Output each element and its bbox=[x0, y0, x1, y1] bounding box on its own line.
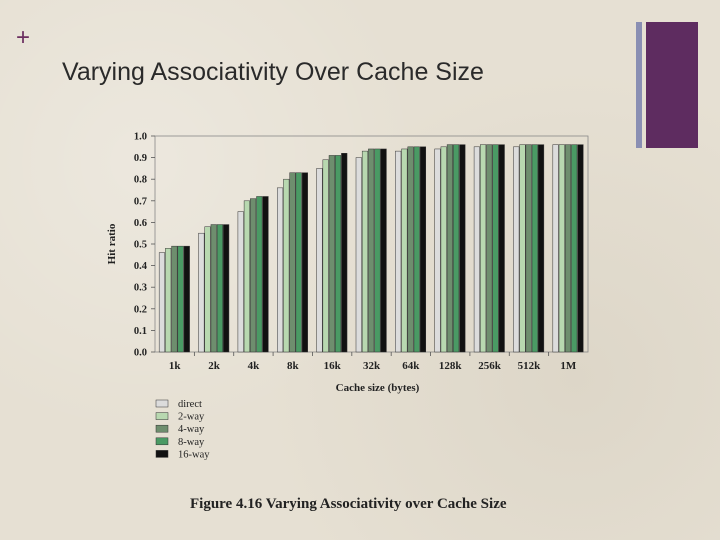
x-tick-label-256k: 256k bbox=[478, 360, 502, 372]
y-tick-label: 0.0 bbox=[134, 348, 147, 359]
y-tick-label: 0.1 bbox=[134, 326, 147, 337]
bar-2-way-4k bbox=[243, 200, 250, 353]
legend-label-direct: direct bbox=[178, 399, 202, 410]
bar-2-way-256k bbox=[480, 144, 487, 353]
bar-direct-256k bbox=[473, 146, 480, 353]
y-tick-label: 0.4 bbox=[134, 261, 148, 272]
bar-2-way-16k bbox=[322, 159, 329, 353]
bar-4-way-256k bbox=[486, 144, 493, 353]
legend-label-16-way: 16-way bbox=[178, 449, 210, 460]
bar-8-way-512k bbox=[531, 144, 538, 353]
figure-caption: Figure 4.16 Varying Associativity over C… bbox=[190, 496, 507, 512]
y-axis-label: Hit ratio bbox=[106, 223, 118, 264]
x-tick-label-1k: 1k bbox=[169, 360, 182, 372]
legend-label-2-way: 2-way bbox=[178, 412, 205, 423]
legend-swatch-16-way bbox=[155, 450, 169, 458]
bar-direct-4k bbox=[237, 211, 244, 353]
legend-swatch-direct bbox=[155, 399, 169, 408]
bar-8-way-4k bbox=[256, 196, 263, 353]
x-tick-label-2k: 2k bbox=[208, 360, 221, 372]
bar-direct-2k bbox=[198, 232, 205, 353]
bar-16-way-8k bbox=[301, 172, 308, 353]
y-tick-label: 0.5 bbox=[134, 240, 147, 251]
bar-4-way-1M bbox=[564, 144, 572, 353]
bar-16-way-64k bbox=[419, 146, 427, 353]
y-tick-label: 0.7 bbox=[134, 196, 147, 207]
bar-4-way-32k bbox=[368, 148, 375, 353]
bar-direct-16k bbox=[316, 168, 323, 353]
x-tick-label-32k: 32k bbox=[363, 360, 381, 372]
bar-8-way-2k bbox=[216, 224, 223, 353]
bar-16-way-4k bbox=[262, 196, 269, 353]
bar-4-way-64k bbox=[407, 146, 414, 353]
y-tick-label: 0.3 bbox=[134, 283, 147, 294]
bar-8-way-128k bbox=[453, 144, 460, 353]
legend-swatch-4-way bbox=[155, 424, 169, 433]
bar-8-way-32k bbox=[374, 148, 381, 353]
bar-4-way-512k bbox=[525, 144, 532, 353]
bar-8-way-1k bbox=[177, 245, 184, 353]
bar-direct-1k bbox=[158, 252, 166, 353]
accent-bar-thin bbox=[636, 22, 642, 148]
bar-2-way-2k bbox=[204, 226, 211, 353]
bar-2-way-8k bbox=[283, 178, 290, 353]
x-tick-label-512k: 512k bbox=[518, 360, 542, 372]
bar-direct-32k bbox=[355, 157, 362, 353]
plus-mark: + bbox=[16, 24, 31, 51]
bar-4-way-4k bbox=[250, 198, 257, 353]
bar-16-way-16k bbox=[341, 153, 348, 353]
y-tick-label: 1.0 bbox=[134, 132, 147, 143]
y-tick-label: 0.6 bbox=[134, 218, 147, 229]
bar-8-way-8k bbox=[295, 172, 302, 353]
bar-2-way-1k bbox=[165, 248, 172, 353]
x-tick-label-1M: 1M bbox=[560, 360, 577, 372]
slide-title: Varying Associativity Over Cache Size bbox=[62, 58, 484, 86]
bar-4-way-8k bbox=[289, 172, 296, 353]
x-tick-label-128k: 128k bbox=[439, 360, 463, 372]
bar-16-way-128k bbox=[459, 144, 466, 353]
bar-16-way-32k bbox=[380, 148, 387, 353]
bar-16-way-256k bbox=[498, 144, 505, 353]
bar-16-way-2k bbox=[223, 224, 230, 353]
bar-2-way-32k bbox=[361, 150, 369, 353]
bar-8-way-1M bbox=[571, 144, 578, 353]
bar-4-way-2k bbox=[210, 224, 217, 353]
bar-direct-512k bbox=[513, 146, 520, 353]
bar-16-way-512k bbox=[538, 144, 545, 353]
x-tick-label-4k: 4k bbox=[248, 360, 261, 372]
bar-direct-1M bbox=[552, 144, 559, 353]
x-tick-label-8k: 8k bbox=[287, 360, 300, 372]
legend-swatch-8-way bbox=[155, 437, 169, 446]
bar-2-way-64k bbox=[401, 148, 408, 353]
legend-swatch-2-way bbox=[155, 412, 169, 420]
x-tick-label-64k: 64k bbox=[402, 360, 420, 372]
x-axis-label: Cache size (bytes) bbox=[336, 382, 420, 394]
legend-label-8-way: 8-way bbox=[178, 437, 205, 448]
y-tick-label: 0.8 bbox=[134, 175, 147, 186]
bar-8-way-16k bbox=[334, 155, 342, 353]
bar-16-way-1k bbox=[183, 245, 190, 353]
bar-direct-64k bbox=[395, 150, 402, 353]
bar-direct-128k bbox=[434, 148, 441, 353]
bar-16-way-1M bbox=[577, 144, 584, 353]
bar-2-way-128k bbox=[440, 146, 447, 353]
bar-4-way-1k bbox=[171, 245, 178, 353]
bar-4-way-128k bbox=[446, 144, 453, 353]
y-tick-label: 0.2 bbox=[134, 304, 147, 315]
bar-2-way-512k bbox=[519, 144, 526, 353]
bar-2-way-1M bbox=[558, 144, 565, 353]
x-tick-label-16k: 16k bbox=[324, 360, 342, 372]
legend-label-4-way: 4-way bbox=[178, 424, 205, 435]
bar-8-way-256k bbox=[492, 144, 499, 353]
bar-8-way-64k bbox=[413, 146, 420, 353]
bar-direct-8k bbox=[277, 187, 284, 353]
y-tick-label: 0.9 bbox=[134, 153, 147, 164]
accent-bar-thick bbox=[646, 22, 698, 148]
bar-4-way-16k bbox=[328, 155, 335, 353]
